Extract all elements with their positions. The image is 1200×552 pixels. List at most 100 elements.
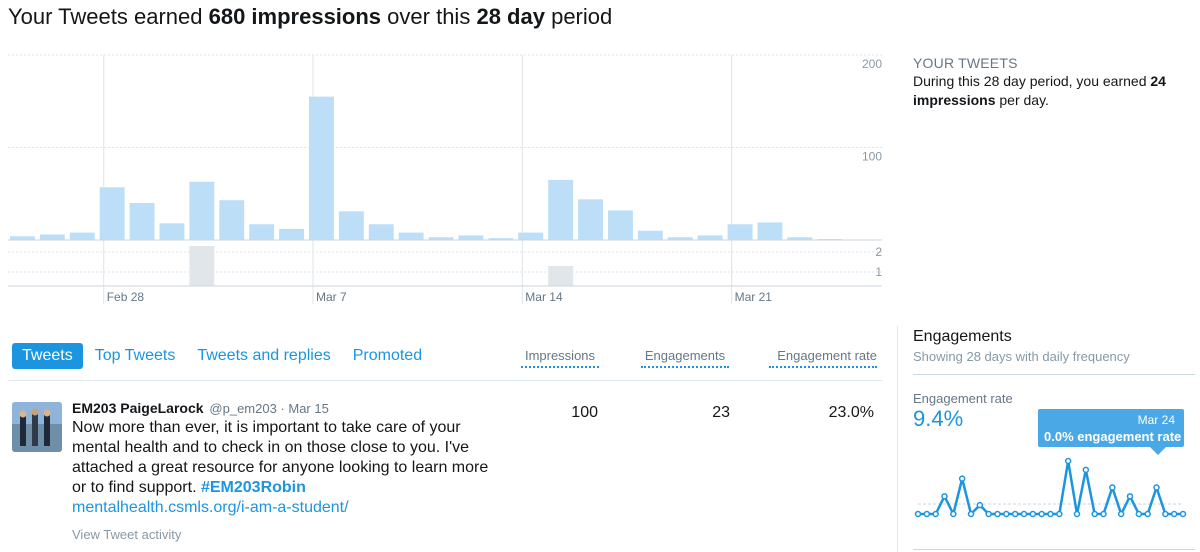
engagement-rate-point: [1020, 510, 1028, 518]
engagement-rate-point: [994, 510, 1001, 518]
impression-bar: [309, 96, 334, 240]
headline-period: 28 day: [476, 4, 545, 29]
engagement-rate-point: [976, 501, 984, 509]
headline-suffix: period: [551, 4, 613, 29]
impression-bar: [787, 237, 813, 240]
column-header-engagement-rate[interactable]: Engagement rate: [769, 348, 877, 368]
impression-bar: [757, 222, 783, 240]
tweet-body: EM203 PaigeLarock @p_em203 · Mar 15 Now …: [72, 400, 492, 542]
tweet-engagements: 23: [712, 404, 730, 421]
impression-bar: [129, 203, 155, 240]
engagement-rate-point: [1091, 510, 1098, 518]
engagement-rate-chart: [914, 457, 1187, 518]
engagement-rate-point: [1100, 510, 1107, 518]
impression-bar: [99, 187, 125, 240]
avatar-image: [12, 402, 62, 452]
engagement-rate-point: [1135, 510, 1143, 518]
engagement-rate-point: [1153, 484, 1160, 491]
x-tick-label: Mar 7: [316, 290, 347, 304]
page-headline: Your Tweets earned 680 impressions over …: [8, 4, 612, 30]
avatar[interactable]: [12, 402, 62, 452]
impression-bar: [428, 237, 454, 240]
tweet-hashtag[interactable]: #EM203Robin: [200, 479, 306, 496]
engagement-rate-point: [914, 510, 922, 518]
engagement-rate-point: [1179, 510, 1187, 518]
engagement-rate-point: [1170, 510, 1178, 518]
engagements-bottom-rule: [913, 549, 1195, 550]
engagement-rate-point: [1029, 510, 1037, 518]
impression-bar: [697, 235, 723, 240]
engagement-rate-point: [1144, 510, 1151, 518]
engagement-rate-point: [1117, 510, 1125, 518]
headline-prefix: Your Tweets earned: [8, 4, 203, 29]
tweet-author-name[interactable]: EM203 PaigeLarock: [72, 400, 204, 416]
engagement-bar: [548, 266, 574, 286]
impression-bar: [338, 211, 364, 240]
headline-impressions: 680 impressions: [208, 4, 382, 29]
impression-bar: [189, 181, 215, 240]
tweet-author-handle[interactable]: @p_em203 · Mar 15: [209, 401, 329, 416]
y-tick-label: 100: [862, 150, 882, 164]
tweet-impressions: 100: [571, 404, 598, 421]
engagements-title: Engagements: [913, 328, 1012, 345]
view-tweet-activity-link[interactable]: View Tweet activity: [72, 527, 182, 542]
x-tick-label: Mar 14: [525, 290, 563, 304]
y-tick-label: 2: [875, 245, 882, 259]
tab-tweets-and-replies[interactable]: Tweets and replies: [197, 347, 331, 364]
summary-text-prefix: During this 28 day period, you earned: [913, 73, 1147, 89]
impression-bar: [667, 237, 693, 240]
engagement-rate-point: [1126, 493, 1134, 500]
engagement-rate-point: [1047, 510, 1054, 518]
x-tick-label: Mar 21: [735, 290, 773, 304]
tweet-tabs: Tweets Top Tweets Tweets and replies Pro…: [12, 342, 444, 370]
impression-bar: [159, 223, 185, 240]
engagement-rate-point: [958, 475, 966, 482]
engagement-rate-point: [985, 510, 992, 518]
impression-bar: [548, 179, 574, 240]
tooltip-date: Mar 24: [1137, 413, 1175, 427]
engagement-rate-point: [1073, 510, 1081, 518]
engagements-subtitle: Showing 28 days with daily frequency: [913, 349, 1130, 364]
impression-bar: [488, 238, 514, 240]
tab-promoted[interactable]: Promoted: [352, 347, 423, 364]
column-header-impressions[interactable]: Impressions: [521, 348, 599, 368]
tab-tweets[interactable]: Tweets: [12, 343, 83, 369]
engagement-rate-point: [923, 510, 931, 518]
impression-bar: [10, 236, 35, 240]
impressions-chart: 200 100 2 1 Feb 28 Mar 7 Mar 14 Mar 21: [0, 0, 890, 320]
impression-bar: [518, 232, 544, 240]
engagement-rate-point: [1011, 510, 1019, 518]
engagements-panel: Engagements Showing 28 days with daily f…: [913, 328, 1195, 552]
impression-bar: [608, 210, 633, 240]
engagement-rate-value: 9.4%: [913, 406, 964, 431]
summary-value: 24 impressions: [913, 73, 1166, 108]
column-header-engagements[interactable]: Engagements: [641, 348, 729, 368]
tweet-link[interactable]: mentalhealth.csmls.org/i-am-a-student/: [72, 499, 349, 516]
impression-bar: [368, 224, 394, 240]
tab-top-tweets[interactable]: Top Tweets: [94, 347, 176, 364]
engagement-bar: [189, 246, 215, 286]
engagement-rate-point: [932, 510, 939, 518]
impression-bar: [578, 199, 603, 240]
engagement-rate-line: [918, 459, 1183, 516]
impression-bar: [219, 200, 245, 240]
impressions-chart-svg: 200 100 2 1 Feb 28 Mar 7 Mar 14 Mar 21: [8, 54, 882, 304]
impression-bar: [69, 232, 95, 240]
engagement-rate-point: [1109, 484, 1116, 491]
impression-bar: [398, 232, 424, 240]
engagement-tooltip: Mar 24 0.0% engagement rate: [1038, 409, 1184, 455]
tweet-engagement-rate: 23.0%: [828, 404, 874, 421]
impression-bar: [727, 224, 753, 240]
impression-bar: [249, 224, 275, 240]
engagement-rate-point: [941, 493, 948, 500]
tweet-row[interactable]: EM203 PaigeLarock @p_em203 · Mar 15 Now …: [12, 400, 882, 550]
engagement-rate-point: [967, 510, 975, 518]
summary-panel: YOUR TWEETS During this 28 day period, y…: [913, 55, 1193, 110]
engagement-rate-point: [1038, 510, 1045, 518]
engagement-rate-label: Engagement rate: [913, 391, 1013, 406]
engagements-rule: [913, 374, 1195, 375]
engagement-rate-point: [1064, 457, 1072, 465]
headline-middle: over this: [387, 4, 471, 29]
y-tick-label: 1: [875, 265, 882, 279]
x-tick-label: Feb 28: [107, 290, 145, 304]
